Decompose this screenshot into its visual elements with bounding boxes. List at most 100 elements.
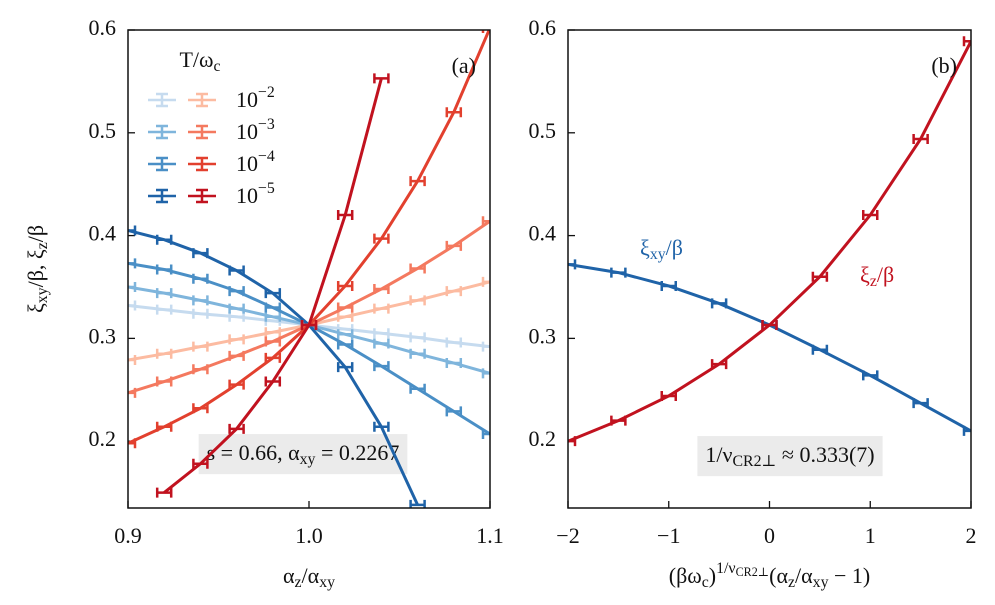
data-point [192,248,209,259]
data-point [373,338,390,349]
data-point [481,276,490,287]
data-point [409,176,426,187]
curve-label-part: ξ [860,262,870,287]
data-point [228,423,245,434]
data-point [264,311,282,322]
y-axis-label-part: ξ [23,303,48,313]
x-axis-label-part: − 1) [829,563,871,588]
data-point [481,30,485,33]
panel-label: (b) [931,53,957,78]
data-point [128,438,137,449]
y-tick-label: 0.6 [89,15,117,40]
legend-marker [188,188,216,204]
data-point [710,359,728,370]
data-point [710,298,728,309]
data-point [568,259,577,270]
data-point [761,320,778,331]
x-axis-label-part: CR2⊥ [736,565,770,579]
data-point [264,288,282,299]
legend-label-part: −2 [258,84,275,101]
legend-label: 10−2 [236,84,275,112]
frame [127,29,491,509]
y-axis-label-part: z [34,242,51,249]
x-tick-label: 1.0 [295,523,323,548]
data-point [336,280,354,291]
legend-label-part: 10 [236,119,258,144]
y-tick-label: 0.4 [89,221,117,246]
y-tick-label: 0.5 [529,118,557,143]
x-axis-label-part: c [702,574,709,591]
data-point [264,302,282,313]
x-axis-label-part: xy [813,574,829,591]
data-point [128,281,137,292]
data-point [660,280,677,291]
data-point [128,258,137,269]
data-point [445,358,463,369]
annotation-part: 1/ν [705,442,732,467]
y-tick-label: 0.3 [529,323,557,348]
data-point [128,387,137,398]
legend-label-part: −5 [258,180,275,197]
data-point [481,428,490,439]
data-point [264,376,282,387]
data-point [912,133,929,144]
data-point [336,362,354,373]
annotation-part: ≈ 0.333(7) [776,442,874,467]
legend-marker [188,92,216,108]
data-point [228,265,245,276]
annotation: 1/νCR2⊥ ≈ 0.333(7) [705,442,874,470]
y-axis-label-part: /β, ξ [23,249,48,287]
legend-label: 10−4 [236,148,275,176]
data-point [192,273,209,284]
data-point [409,499,426,508]
legend-title: T/ωc [179,47,220,75]
series-line [568,40,971,443]
data-point [409,263,426,274]
data-point [192,458,209,469]
annotation-part: CR2⊥ [732,453,776,470]
plot-area [568,36,971,447]
data-point [373,73,390,84]
series-line [128,285,490,375]
x-axis-label: (βωc)1/νCR2⊥(αz/αxy − 1) [669,560,870,591]
data-point [192,364,209,375]
data-point [264,352,282,363]
legend-label-part: 10 [236,87,258,112]
y-tick-label: 0.4 [529,221,557,246]
data-point [610,267,627,278]
legend-label: 10−3 [236,116,275,144]
curve-label-part: /β [666,235,683,260]
data-point [373,328,390,339]
legend-marker [148,124,176,140]
data-point [264,327,282,338]
annotation-box [198,434,408,475]
legend-marker [148,92,176,108]
y-tick-label: 0.2 [89,426,117,451]
data-point [373,421,390,432]
data-point [228,311,245,322]
x-axis-label-part: α [283,563,295,588]
x-tick-label: −1 [657,523,680,548]
x-axis-label-part: z [295,574,302,591]
x-axis-label-part: ) [709,563,716,588]
legend-label-part: 10 [236,151,258,176]
data-point [264,336,282,347]
data-point [409,295,426,306]
frame [567,29,972,509]
curve-label-part: ξ [640,235,650,260]
data-point [336,302,354,313]
data-point [568,436,577,447]
data-point [155,348,173,359]
data-point [155,304,173,315]
data-point [300,320,318,331]
data-point [155,421,173,432]
data-point [610,415,627,426]
curve-label: ξz/β [860,262,894,290]
series-line [128,261,490,436]
plot-area [128,30,490,508]
data-point [373,233,390,244]
annotation-part: = 0.2267 [315,440,399,465]
y-tick-label: 0.6 [529,15,557,40]
x-axis-label-part: /α [302,563,320,588]
